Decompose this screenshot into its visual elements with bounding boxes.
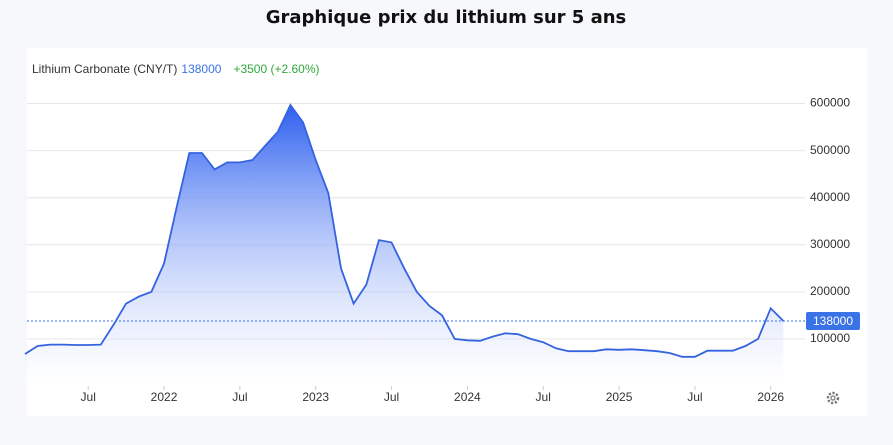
- x-tick-label: 2024: [454, 390, 481, 404]
- chart-title: Graphique prix du lithium sur 5 ans: [266, 7, 627, 28]
- y-tick-label: 300000: [810, 237, 850, 251]
- legend: Lithium Carbonate (CNY/T) 138000 +3500 (…: [32, 62, 320, 76]
- y-tick-label: 500000: [810, 143, 850, 157]
- legend-change: +3500 (+2.60%): [233, 62, 319, 76]
- legend-value: 138000: [181, 62, 221, 76]
- x-tick-label: Jul: [384, 390, 399, 404]
- y-tick-label: 100000: [810, 331, 850, 345]
- x-tick-label: 2023: [302, 390, 329, 404]
- x-tick-label: Jul: [687, 390, 702, 404]
- x-tick-label: 2025: [606, 390, 633, 404]
- current-price-box: [806, 312, 860, 331]
- y-tick-label: 400000: [810, 190, 850, 204]
- price-line: [24, 103, 785, 358]
- settings-icon[interactable]: [826, 391, 840, 405]
- y-tick-label: 200000: [810, 284, 850, 298]
- gear: [826, 391, 840, 405]
- x-tick-label: 2026: [757, 390, 784, 404]
- area-fill: [25, 105, 784, 386]
- x-tick-label: 2022: [151, 390, 178, 404]
- x-tick-label: Jul: [81, 390, 96, 404]
- x-tick-label: Jul: [232, 390, 247, 404]
- x-tick-label: Jul: [536, 390, 551, 404]
- gear-hub: [830, 395, 836, 401]
- y-tick-label: 600000: [810, 96, 850, 110]
- current-price-label: 138000: [813, 314, 853, 328]
- legend-name: Lithium Carbonate (CNY/T): [32, 62, 177, 76]
